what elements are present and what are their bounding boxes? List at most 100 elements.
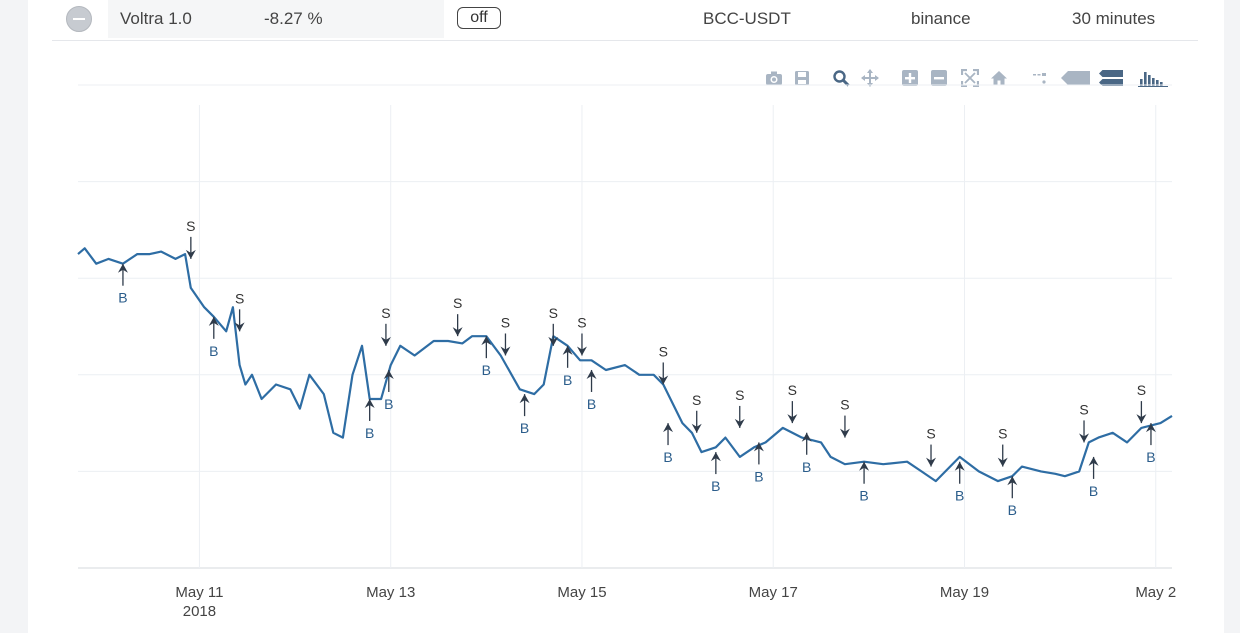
sell-signal-marker: S [734, 387, 745, 428]
buy-arrow-head [364, 398, 375, 408]
buy-arrow-head [519, 394, 530, 404]
x-tick-label: May 11 [175, 584, 223, 601]
price-series-line [77, 247, 1173, 483]
buy-signal-marker: B [586, 369, 597, 412]
sell-arrow-head [691, 423, 702, 433]
sell-arrow-head [658, 375, 669, 385]
buy-signal-label: B [859, 488, 868, 504]
hover-closest-icon[interactable] [1058, 66, 1092, 90]
buy-signal-label: B [384, 396, 393, 412]
sell-arrow-head [997, 457, 1008, 467]
buy-signal-marker: B [753, 442, 764, 484]
buy-arrow-head [753, 442, 764, 452]
buy-signal-marker: B [519, 394, 530, 436]
spike-lines-icon[interactable] [1028, 66, 1050, 90]
x-axis: May 11 2018 May 13 May 15 May 17 May 19 May 2 [175, 584, 1176, 620]
sell-signal-label: S [577, 314, 586, 330]
zoom-in-icon[interactable] [899, 66, 921, 90]
buy-signal-marker: B [710, 452, 721, 494]
trade-signal-markers: B S B S B S B S B S B S B S B S B S B S B S B S B S B S B S B S B [117, 218, 1156, 518]
buy-signal-label: B [587, 396, 596, 412]
sell-arrow-head [1079, 433, 1090, 443]
sell-arrow-head [234, 322, 245, 332]
sell-signal-label: S [186, 218, 195, 234]
sell-signal-marker: S [926, 426, 937, 467]
sell-signal-marker: S [234, 290, 245, 332]
buy-signal-label: B [754, 468, 763, 484]
sell-signal-marker: S [380, 305, 391, 346]
sell-signal-label: S [1079, 401, 1088, 417]
sell-signal-label: S [235, 290, 244, 306]
strategy-performance: -8.27 % [254, 0, 444, 38]
x-tick-label: May 13 [366, 584, 415, 601]
status-toggle-button[interactable]: off [457, 7, 501, 29]
buy-arrow-head [383, 369, 394, 379]
x-tick-label: May 2 [1135, 584, 1176, 601]
buy-signal-marker: B [1007, 476, 1018, 518]
x-tick-label: 2018 [183, 603, 216, 620]
plotly-logo-icon[interactable] [1137, 66, 1169, 90]
buy-arrow-head [562, 345, 573, 355]
exchange-name: binance [911, 9, 971, 28]
buy-signal-marker: B [801, 432, 812, 475]
sell-arrow-head [839, 428, 850, 438]
buy-arrow-head [663, 423, 674, 433]
collapse-button[interactable] [66, 6, 92, 32]
minus-icon [73, 18, 85, 20]
zoom-out-icon[interactable] [928, 66, 950, 90]
autoscale-icon[interactable] [959, 66, 981, 90]
sell-signal-marker: S [576, 314, 587, 356]
buy-signal-label: B [1146, 449, 1155, 465]
camera-icon[interactable] [763, 66, 785, 90]
buy-arrow-head [586, 369, 597, 379]
sell-signal-marker: S [787, 382, 798, 424]
sell-signal-marker: S [839, 397, 850, 438]
buy-signal-label: B [1089, 483, 1098, 499]
buy-signal-label: B [209, 343, 218, 359]
buy-signal-label: B [365, 425, 374, 441]
sell-signal-marker: S [1079, 401, 1090, 443]
sell-signal-label: S [1137, 382, 1146, 398]
sell-signal-marker: S [452, 295, 463, 337]
buy-signal-label: B [118, 290, 127, 306]
sell-signal-label: S [692, 392, 701, 408]
buy-signal-label: B [663, 449, 672, 465]
buy-signal-marker: B [663, 423, 674, 465]
sell-signal-marker: S [997, 426, 1008, 467]
buy-signal-label: B [1008, 502, 1017, 518]
strategy-card [28, 0, 1224, 633]
buy-signal-marker: B [562, 345, 573, 388]
sell-signal-label: S [926, 426, 935, 442]
x-tick-label: May 19 [940, 584, 989, 601]
buy-signal-marker: B [859, 461, 870, 504]
sell-signal-label: S [840, 397, 849, 413]
sell-arrow-head [380, 336, 391, 346]
buy-arrow-head [117, 263, 128, 273]
buy-signal-marker: B [954, 461, 965, 504]
buy-signal-marker: B [383, 369, 394, 412]
sell-signal-label: S [788, 382, 797, 398]
sell-signal-label: S [501, 314, 510, 330]
x-tick-label: May 17 [749, 584, 798, 601]
sell-signal-label: S [549, 305, 558, 321]
save-icon[interactable] [791, 66, 813, 90]
candle-interval: 30 minutes [1072, 9, 1156, 28]
hover-compare-icon[interactable] [1097, 66, 1125, 90]
sell-arrow-head [576, 346, 587, 356]
buy-signal-label: B [563, 372, 572, 388]
sell-arrow-head [452, 327, 463, 337]
buy-signal-marker: B [1145, 423, 1156, 465]
sell-arrow-head [926, 457, 937, 467]
sell-signal-label: S [381, 305, 390, 321]
pan-icon[interactable] [859, 66, 881, 90]
buy-signal-label: B [482, 362, 491, 378]
home-icon[interactable] [988, 66, 1010, 90]
sell-signal-label: S [659, 343, 668, 359]
sell-signal-label: S [453, 295, 462, 311]
buy-arrow-head [1145, 423, 1156, 433]
buy-signal-marker: B [481, 336, 492, 378]
buy-signal-label: B [955, 488, 964, 504]
strategy-row-divider [52, 0, 1198, 41]
sell-arrow-head [500, 346, 511, 356]
